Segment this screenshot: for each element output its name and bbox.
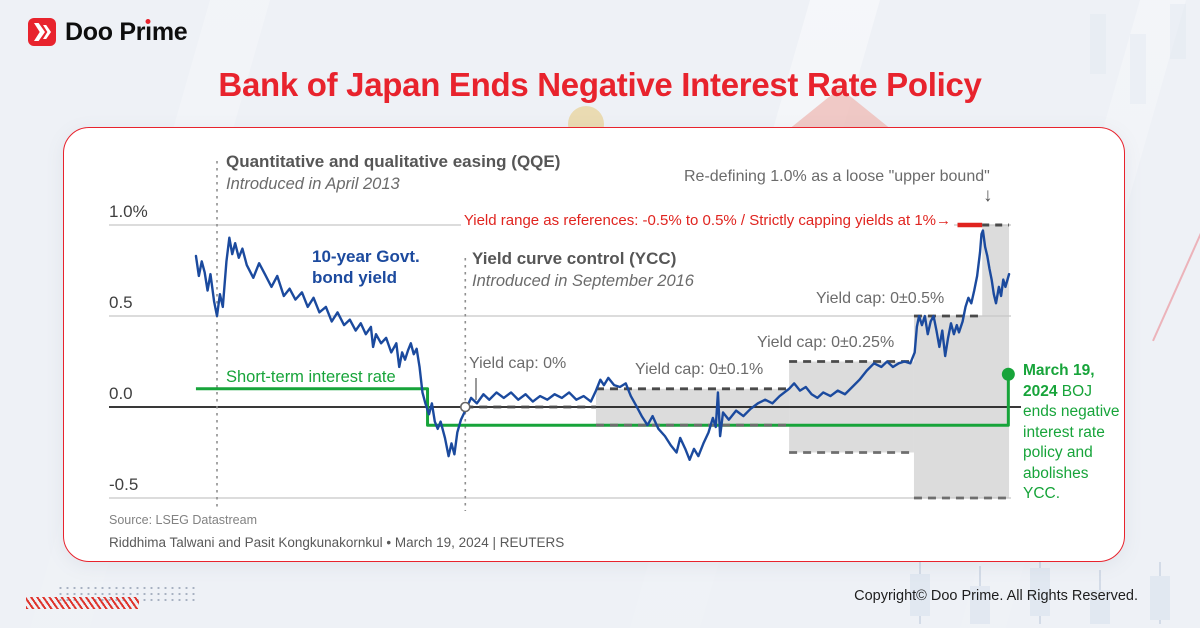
y-axis-tick: 0.0: [109, 384, 133, 403]
page-title: Bank of Japan Ends Negative Interest Rat…: [218, 66, 982, 103]
byline-credit: Riddhima Talwani and Pasit Kongkunakornk…: [109, 535, 565, 550]
source-note: Source: LSEG Datastream: [109, 513, 257, 527]
ycc-annotation-subtitle: Introduced in September 2016: [472, 272, 694, 290]
yield-cap-0-label: Yield cap: 0%: [469, 355, 567, 372]
redefining-annotation: Re-defining 1.0% as a loose "upper bound…: [684, 168, 990, 185]
march-2024-date: March 19, 2024: [1023, 362, 1095, 400]
yield-cap-01-label: Yield cap: 0±0.1%: [635, 361, 764, 378]
doo-prime-logo-icon: [28, 18, 56, 46]
red-hatch-decoration: [26, 597, 139, 609]
brand-name: Doo Prı me: [65, 17, 188, 46]
candlestick-decoration: [1090, 4, 1186, 104]
doo-prime-logo: Doo Prı me: [28, 16, 188, 48]
red-line-decoration: [1152, 232, 1200, 342]
candlestick-decoration: [910, 560, 1170, 624]
arrow-down-icon: ↓: [983, 185, 993, 206]
y-axis-tick: -0.5: [109, 475, 139, 494]
bond-yield-series-label: 10-year Govt. bond yield: [312, 247, 420, 287]
yield-cap-05-label: Yield cap: 0±0.5%: [816, 290, 945, 307]
chart-card: Quantitative and qualitative easing (QQE…: [63, 127, 1125, 562]
leader-line: [475, 378, 477, 400]
yield-range-note: Yield range as references: -0.5% to 0.5%…: [460, 212, 954, 229]
short-term-rate-series-label: Short-term interest rate: [226, 368, 396, 386]
y-axis-tick: 0.5: [109, 293, 133, 312]
copyright-notice: Copyright© Doo Prime. All Rights Reserve…: [854, 588, 1138, 604]
march-2024-text: BOJ ends negative interest rate policy a…: [1023, 382, 1120, 503]
qqe-annotation-title: Quantitative and qualitative easing (QQE…: [226, 152, 561, 171]
qqe-annotation-subtitle: Introduced in April 2013: [226, 175, 400, 193]
y-axis-tick: 1.0%: [109, 202, 148, 221]
ycc-annotation-title: Yield curve control (YCC): [472, 249, 677, 268]
chevron-icon: [34, 23, 45, 41]
red-dot: [145, 18, 151, 24]
yield-cap-025-label: Yield cap: 0±0.25%: [757, 334, 895, 351]
boj-yield-chart: [109, 161, 1021, 511]
march-2024-annotation: March 19, 2024 BOJ ends negative interes…: [1023, 361, 1123, 505]
